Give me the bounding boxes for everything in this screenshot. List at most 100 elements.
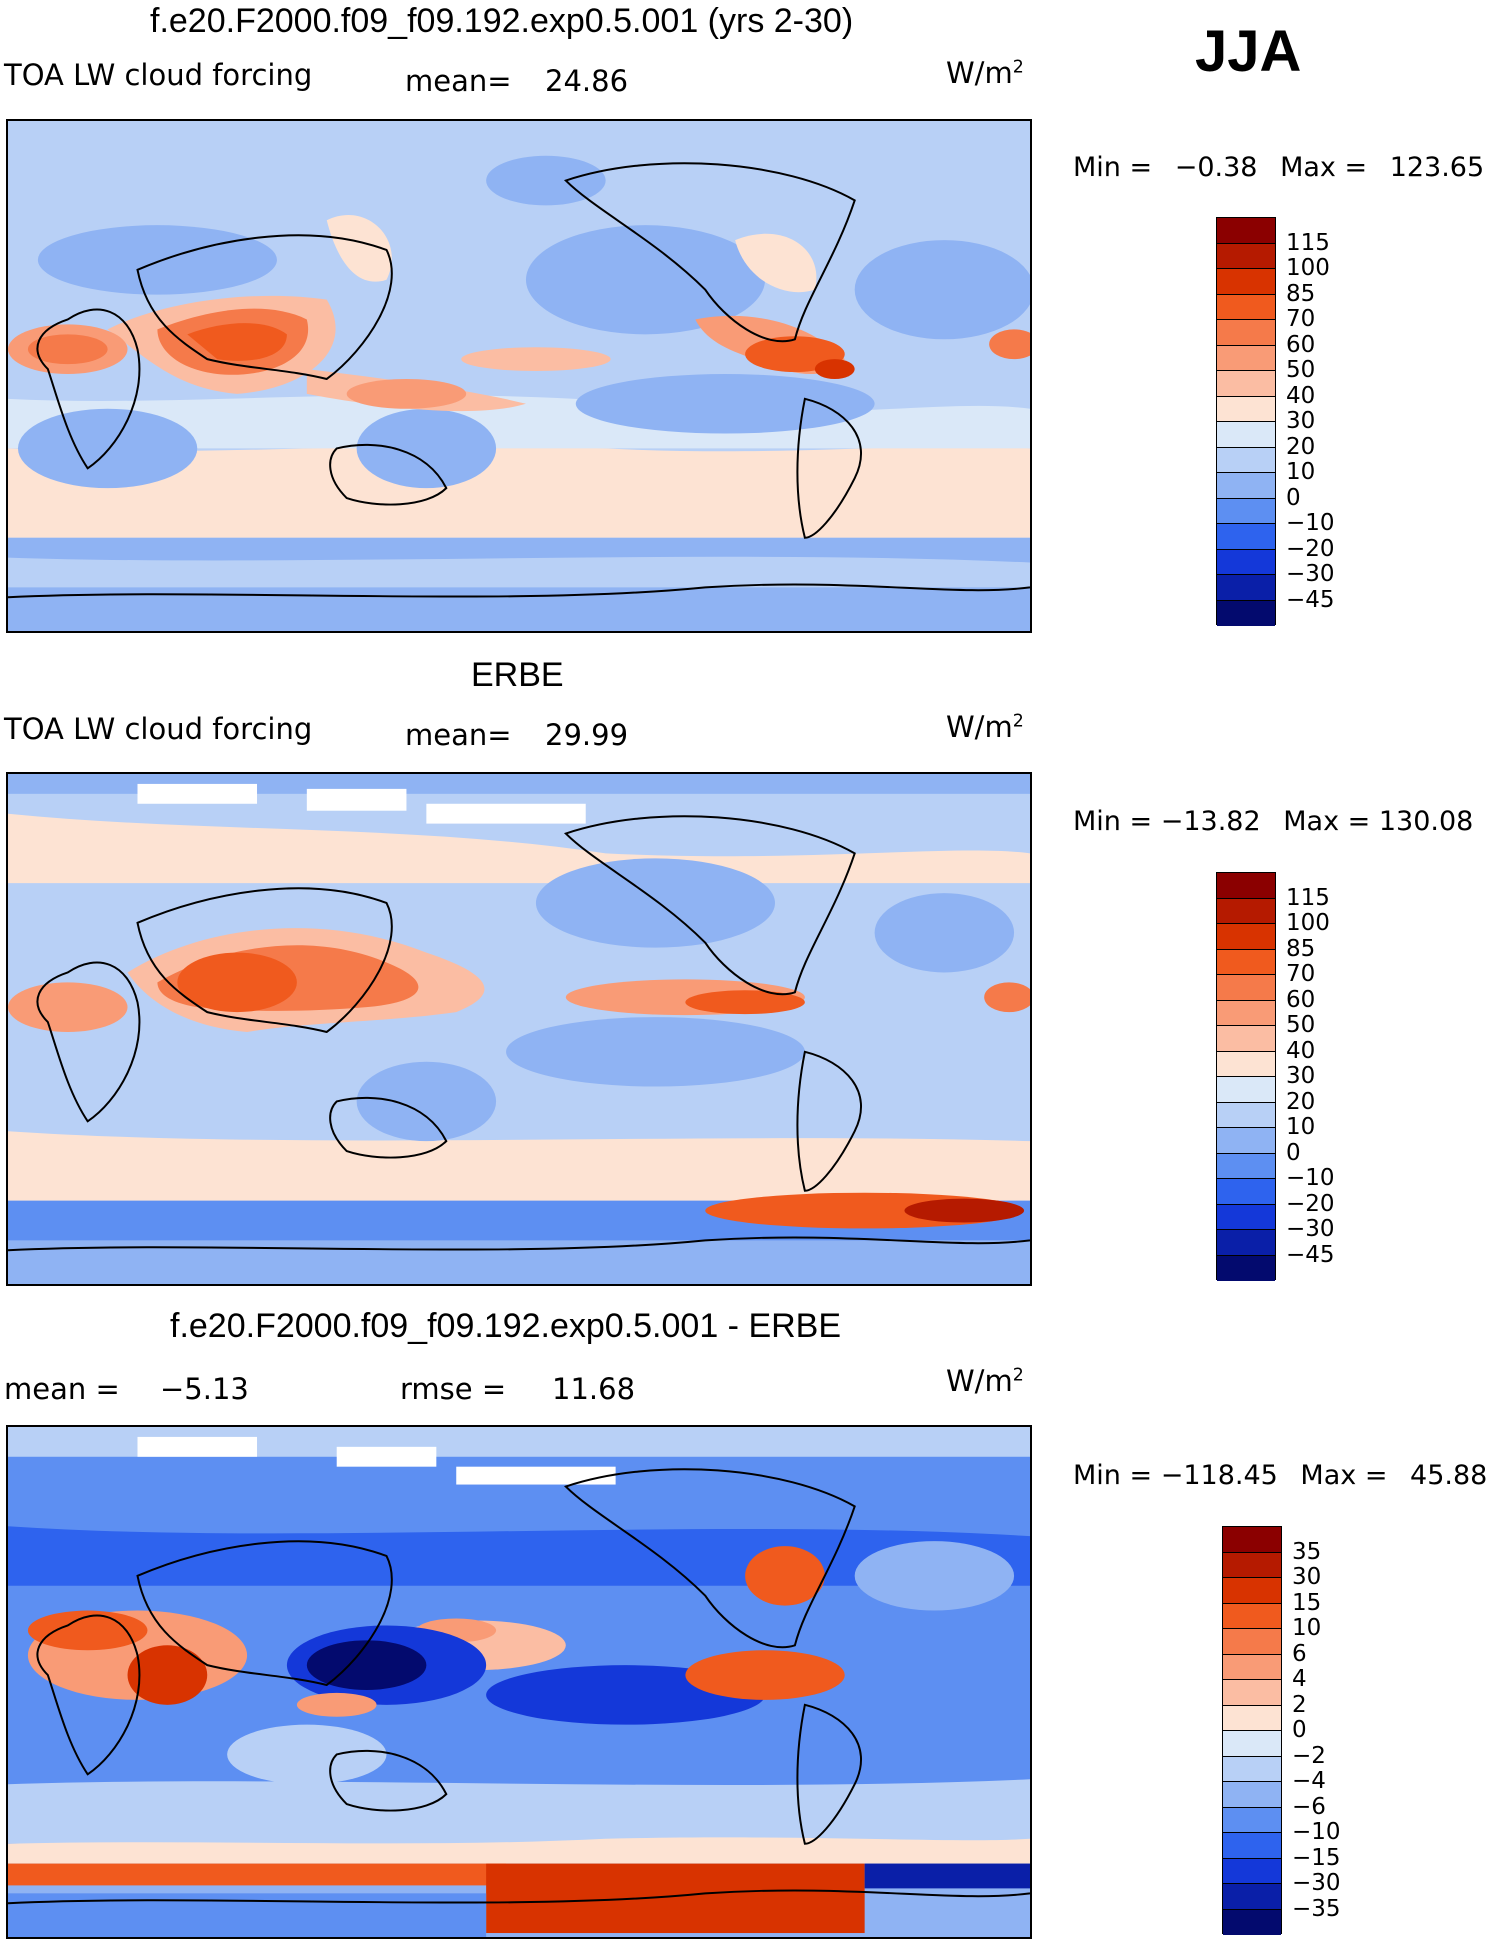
colorbar-tick-label: 30 [1286, 408, 1316, 434]
colorbar-tick-label: 10 [1286, 459, 1316, 485]
colorbar-tick-label: 100 [1286, 255, 1330, 281]
panel2-title: ERBE [471, 656, 564, 694]
colorbar-tick-label: 6 [1292, 1640, 1307, 1667]
panel3-rmse-value: 11.68 [552, 1372, 636, 1406]
colorbar-swatch [1217, 294, 1275, 320]
colorbar-tick-label: 10 [1292, 1615, 1322, 1641]
colorbar-tick-label: 40 [1286, 1037, 1316, 1064]
colorbar-tick-label: 85 [1286, 935, 1316, 962]
colorbar-tick-label: 115 [1286, 229, 1330, 256]
panel2-minmax: Min = −13.82 Max = 130.08 [1073, 806, 1474, 837]
colorbar-tick-label: −45 [1286, 1241, 1335, 1268]
colorbar-swatch [1217, 371, 1275, 397]
colorbar-tick-label: −10 [1292, 1819, 1341, 1845]
panel3-title: f.e20.F2000.f09_f09.192.exp0.5.001 - ERB… [170, 1307, 842, 1345]
colorbar-swatch [1217, 218, 1275, 244]
colorbar-tick-label: −30 [1292, 1870, 1341, 1896]
colorbar-swatch [1223, 1833, 1281, 1859]
colorbar-swatch [1223, 1756, 1281, 1782]
colorbar-tick-label: 0 [1286, 1139, 1301, 1166]
colorbar-tick-label: 10 [1286, 1114, 1316, 1140]
colorbar-swatch [1223, 1705, 1281, 1731]
colorbar-swatch [1217, 1102, 1275, 1128]
colorbar-tick-label: −35 [1292, 1895, 1341, 1922]
colorbar-tick-label: −15 [1292, 1844, 1341, 1871]
colorbar-swatch [1223, 1578, 1281, 1604]
colorbar-tick-label: −6 [1292, 1793, 1326, 1820]
colorbar-swatch [1217, 1230, 1275, 1256]
panel2-colorbar [1216, 872, 1276, 1281]
colorbar-tick-label: 20 [1286, 433, 1316, 460]
colorbar-swatch [1217, 498, 1275, 524]
colorbar-tick-label: −4 [1292, 1768, 1326, 1794]
colorbar-swatch [1217, 1128, 1275, 1154]
colorbar-swatch [1217, 1179, 1275, 1205]
colorbar-tick-label: 30 [1292, 1564, 1322, 1590]
colorbar-tick-label: 20 [1286, 1088, 1316, 1115]
colorbar-swatch [1217, 949, 1275, 975]
colorbar-swatch [1217, 975, 1275, 1001]
colorbar-tick-label: −10 [1286, 1165, 1335, 1191]
colorbar-swatch [1223, 1884, 1281, 1910]
colorbar-tick-label: 35 [1292, 1538, 1322, 1565]
colorbar-swatch [1217, 269, 1275, 295]
colorbar-swatch [1217, 1000, 1275, 1026]
colorbar-swatch [1217, 243, 1275, 269]
colorbar-swatch [1223, 1552, 1281, 1578]
colorbar-tick-label: −10 [1286, 510, 1335, 536]
colorbar-swatch [1217, 1077, 1275, 1103]
colorbar-swatch [1217, 1051, 1275, 1077]
colorbar-swatch [1223, 1909, 1281, 1935]
colorbar-tick-label: 85 [1286, 280, 1316, 307]
colorbar-tick-label: 2 [1292, 1691, 1307, 1718]
panel3-map [6, 1425, 1032, 1939]
colorbar-swatch [1217, 345, 1275, 371]
panel1-mean-value: 24.86 [545, 64, 629, 98]
colorbar-swatch [1223, 1782, 1281, 1808]
panel3-colorbar [1222, 1526, 1282, 1935]
colorbar-tick-label: −30 [1286, 1216, 1335, 1242]
panel1-map [6, 119, 1032, 633]
colorbar-swatch [1217, 447, 1275, 473]
colorbar-tick-label: 70 [1286, 306, 1316, 332]
colorbar-tick-label: 50 [1286, 1012, 1316, 1038]
colorbar-swatch [1217, 1204, 1275, 1230]
colorbar-tick-label: −20 [1286, 1190, 1335, 1217]
colorbar-swatch [1217, 1153, 1275, 1179]
colorbar-tick-label: 0 [1286, 484, 1301, 511]
colorbar-tick-label: 0 [1292, 1717, 1307, 1743]
panel1-mean-label: mean= [405, 64, 512, 98]
colorbar-swatch [1217, 898, 1275, 924]
colorbar-swatch [1217, 873, 1275, 899]
colorbar-swatch [1217, 924, 1275, 950]
panel3-rmse-label: rmse = [400, 1372, 507, 1406]
panel1-minmax: Min = −0.38 Max = 123.65 [1073, 152, 1485, 183]
panel2-units: W/m2 [946, 710, 1024, 744]
colorbar-tick-label: 60 [1286, 986, 1316, 1013]
panel1-variable-label: TOA LW cloud forcing [4, 58, 313, 92]
colorbar-swatch [1223, 1603, 1281, 1629]
colorbar-tick-label: 4 [1292, 1666, 1307, 1692]
colorbar-swatch [1217, 524, 1275, 550]
colorbar-tick-label: 40 [1286, 382, 1316, 409]
colorbar-swatch [1223, 1731, 1281, 1757]
colorbar-swatch [1217, 600, 1275, 626]
colorbar-swatch [1223, 1807, 1281, 1833]
colorbar-tick-label: 60 [1286, 331, 1316, 358]
colorbar-swatch [1223, 1527, 1281, 1553]
panel2-variable-label: TOA LW cloud forcing [4, 712, 313, 746]
panel1-colorbar [1216, 217, 1276, 626]
colorbar-swatch [1217, 422, 1275, 448]
colorbar-swatch [1217, 396, 1275, 422]
colorbar-swatch [1223, 1858, 1281, 1884]
colorbar-tick-label: −45 [1286, 586, 1335, 613]
colorbar-swatch [1223, 1680, 1281, 1706]
season-label: JJA [1195, 19, 1302, 84]
colorbar-tick-label: −2 [1292, 1742, 1326, 1769]
colorbar-tick-label: −20 [1286, 535, 1335, 562]
colorbar-swatch [1217, 473, 1275, 499]
colorbar-swatch [1217, 1026, 1275, 1052]
panel1-units: W/m2 [946, 56, 1024, 90]
colorbar-tick-label: 30 [1286, 1063, 1316, 1089]
colorbar-tick-label: 70 [1286, 961, 1316, 987]
